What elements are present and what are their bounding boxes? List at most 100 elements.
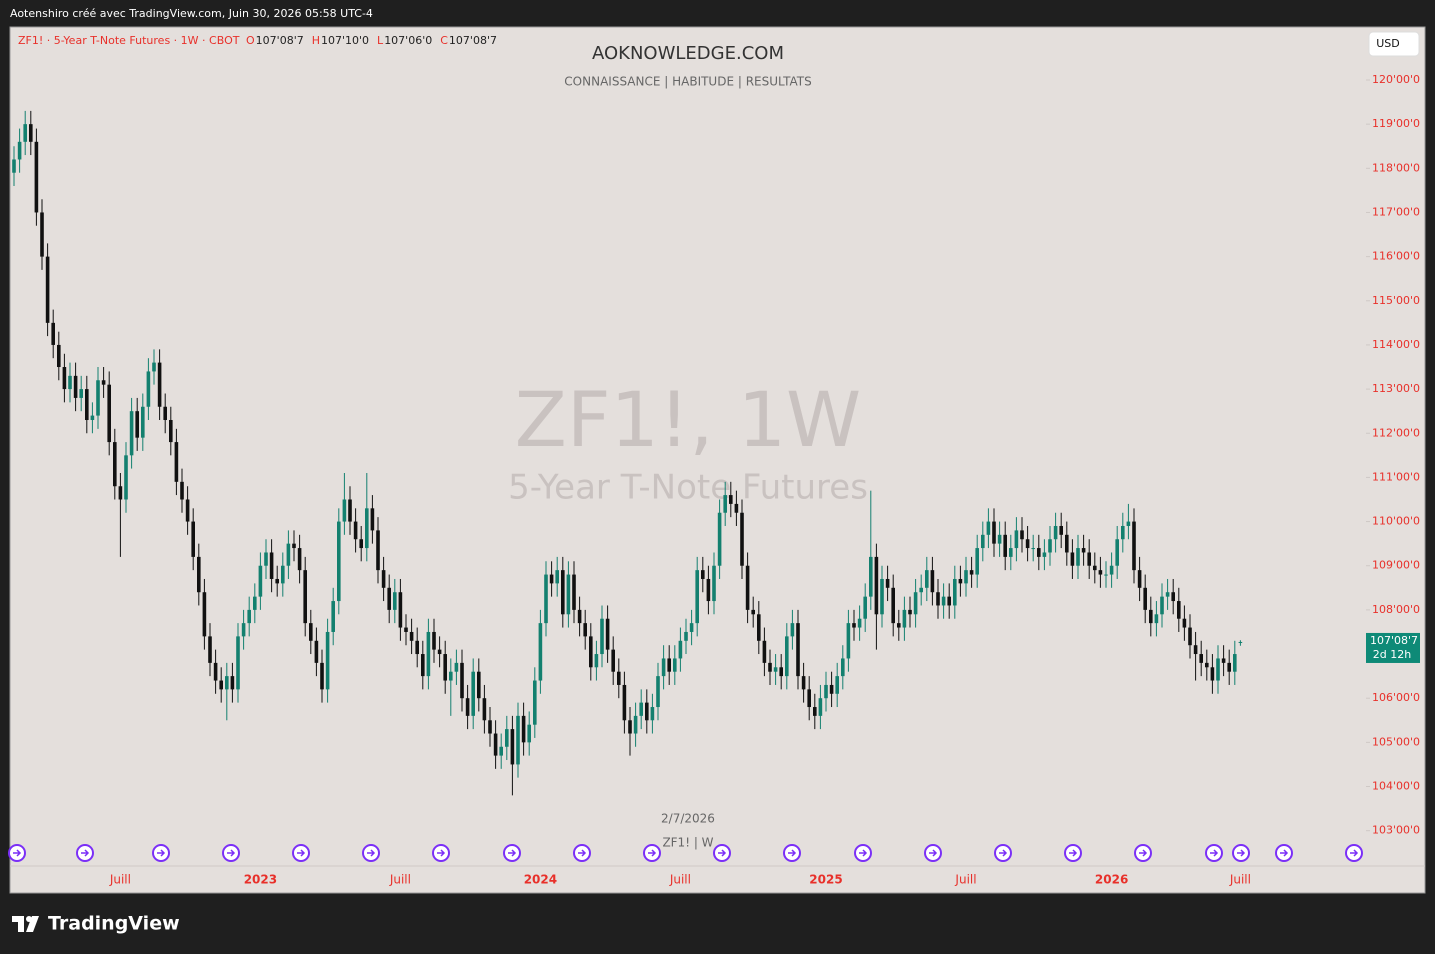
ohlc-key: C <box>440 34 448 47</box>
candle-body <box>650 707 655 721</box>
candle-body <box>729 495 733 504</box>
event-icon-arrow <box>859 849 868 857</box>
candle-body <box>751 609 755 615</box>
candle-body <box>863 596 867 619</box>
candle-body <box>757 614 761 641</box>
y-tick-label: 110'00'0 <box>1372 515 1420 528</box>
candle-body <box>1188 627 1192 646</box>
candle-body <box>1053 525 1058 540</box>
candle-body <box>807 689 811 708</box>
candle-body <box>605 618 610 650</box>
y-tick-label: 113'00'0 <box>1372 382 1420 395</box>
candle-body <box>460 662 464 699</box>
candle-body <box>1137 570 1142 588</box>
candle-body <box>236 636 240 690</box>
candle-body <box>1238 641 1243 643</box>
candle-body <box>465 698 470 716</box>
candle-body <box>342 499 347 522</box>
candle-body <box>600 618 604 655</box>
candle-body <box>521 715 526 743</box>
candle-body <box>1031 548 1035 550</box>
x-tick-label: 2023 <box>244 873 277 887</box>
candle-body <box>885 578 890 588</box>
y-tick-label: 104'00'0 <box>1372 780 1420 793</box>
candle-body <box>667 658 671 672</box>
candle-body <box>628 720 632 734</box>
y-tick-label: 112'00'0 <box>1372 426 1420 439</box>
candle-body <box>846 623 851 659</box>
candle-body <box>197 556 201 593</box>
candle-body <box>589 636 593 668</box>
currency-button[interactable] <box>1368 31 1420 57</box>
chart-subtitle: CONNAISSANCE | HABITUDE | RESULTATS <box>564 75 811 89</box>
candle-body <box>62 367 67 390</box>
event-icon-arrow <box>718 849 727 857</box>
cursor-series: ZF1! | W <box>662 836 713 850</box>
candle-body <box>818 698 823 716</box>
currency[interactable]: USD <box>1376 37 1400 50</box>
candle-body <box>269 552 274 579</box>
candle-body <box>432 631 436 650</box>
candle-body <box>633 715 638 734</box>
candle-body <box>303 570 307 624</box>
candle-body <box>79 389 83 398</box>
candle-body <box>975 548 979 575</box>
candle-body <box>1025 539 1030 549</box>
candle-body <box>219 680 223 690</box>
candle-body <box>118 486 123 500</box>
event-icon-arrow <box>1139 849 1148 857</box>
cursor-date: 2/7/2026 <box>661 812 715 826</box>
candle-body <box>488 720 492 734</box>
price-box <box>1366 632 1420 663</box>
event-icon-arrow <box>999 849 1008 857</box>
candle-body <box>1193 645 1198 655</box>
candle-body <box>572 574 576 610</box>
candle-body <box>796 623 800 677</box>
candle-body <box>1059 525 1063 535</box>
candle-body <box>857 618 862 628</box>
x-tick-label: 2024 <box>524 873 557 887</box>
candle-body <box>202 592 207 637</box>
candle-body <box>505 729 509 747</box>
candle-body <box>275 578 279 584</box>
candle-body <box>941 596 946 606</box>
candle-body <box>309 623 313 641</box>
candle-body <box>1199 654 1203 663</box>
candle-body <box>947 596 951 606</box>
ohlc-value: 107'08'7 <box>449 34 497 47</box>
candle-body <box>191 521 195 557</box>
footer-brand: TradingView <box>48 913 180 935</box>
candle-body <box>381 570 386 588</box>
candle-body <box>1014 530 1019 549</box>
candle-body <box>101 380 106 385</box>
candle-body <box>163 406 167 421</box>
candle-body <box>264 552 268 566</box>
candle-body <box>1227 662 1231 672</box>
candle-body <box>964 570 968 584</box>
candle-body <box>90 415 95 421</box>
candle-body <box>1149 609 1153 624</box>
candle-body <box>527 724 531 743</box>
candle-body <box>533 680 537 725</box>
candle-body <box>426 631 431 677</box>
candle-body <box>779 667 783 677</box>
candle-body <box>230 676 235 690</box>
candle-body <box>409 631 414 641</box>
candle-body <box>1182 618 1187 628</box>
candle-body <box>1042 552 1047 557</box>
event-icon-arrow <box>1280 849 1289 857</box>
candle-body <box>477 671 481 699</box>
candle-body <box>359 539 363 549</box>
candle-body <box>897 623 901 628</box>
candle-body <box>549 574 554 584</box>
candle-body <box>801 676 806 690</box>
candle-body <box>404 627 408 632</box>
price-box-label: 107'08'7 <box>1370 634 1418 647</box>
candle-body <box>1070 552 1075 566</box>
candle-body <box>645 702 649 721</box>
candle-body <box>40 212 44 257</box>
y-tick-label: 118'00'0 <box>1372 161 1420 174</box>
candle-body <box>348 499 352 522</box>
candle-body <box>1171 592 1175 602</box>
